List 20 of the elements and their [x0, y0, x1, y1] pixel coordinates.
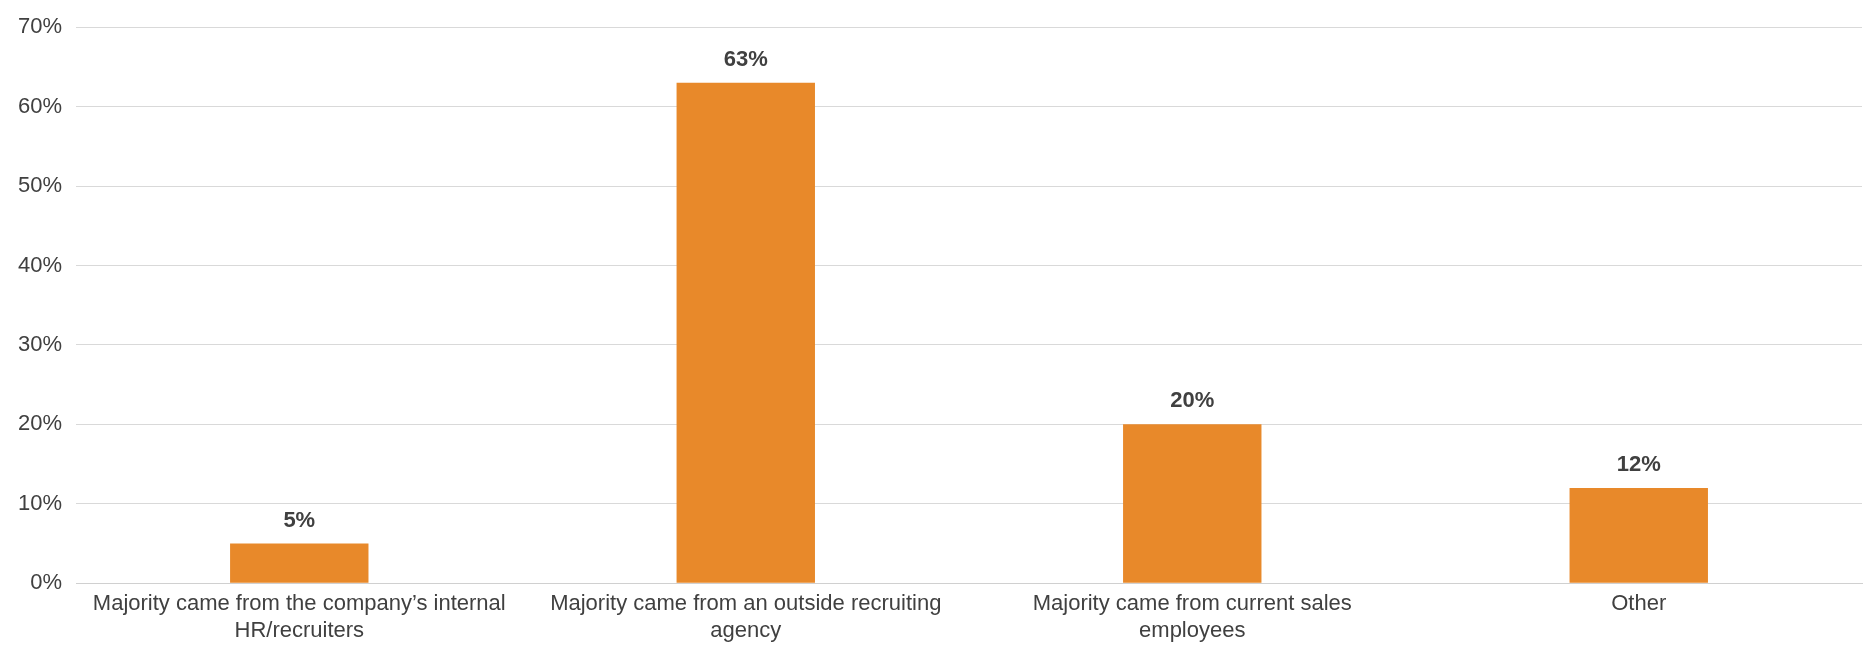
y-tick-label: 70%	[17, 13, 63, 39]
y-tick-label: 60%	[17, 92, 63, 118]
x-tick-label: Majority came from an outside recruiting agency	[550, 590, 942, 642]
y-tick-label: 30%	[17, 330, 63, 356]
data-label: 12%	[1616, 450, 1661, 476]
data-label: 5%	[283, 506, 316, 532]
x-tick-label: Other	[1611, 590, 1667, 616]
y-tick-label: 20%	[17, 410, 63, 436]
x-tick-label: Majority came from current sales employees	[1032, 590, 1352, 642]
x-tick-label: Majority came from the company’s internal HR/recruiters	[92, 590, 506, 642]
y-tick-label: 50%	[17, 172, 63, 198]
y-tick-label: 40%	[17, 251, 63, 277]
bar	[676, 82, 815, 583]
data-label: 20%	[1170, 387, 1215, 413]
data-label: 63%	[723, 45, 768, 71]
bar	[1569, 487, 1708, 583]
bar	[1123, 424, 1262, 583]
bar	[230, 543, 369, 583]
y-tick-label: 0%	[30, 569, 63, 595]
y-tick-label: 10%	[17, 489, 63, 515]
